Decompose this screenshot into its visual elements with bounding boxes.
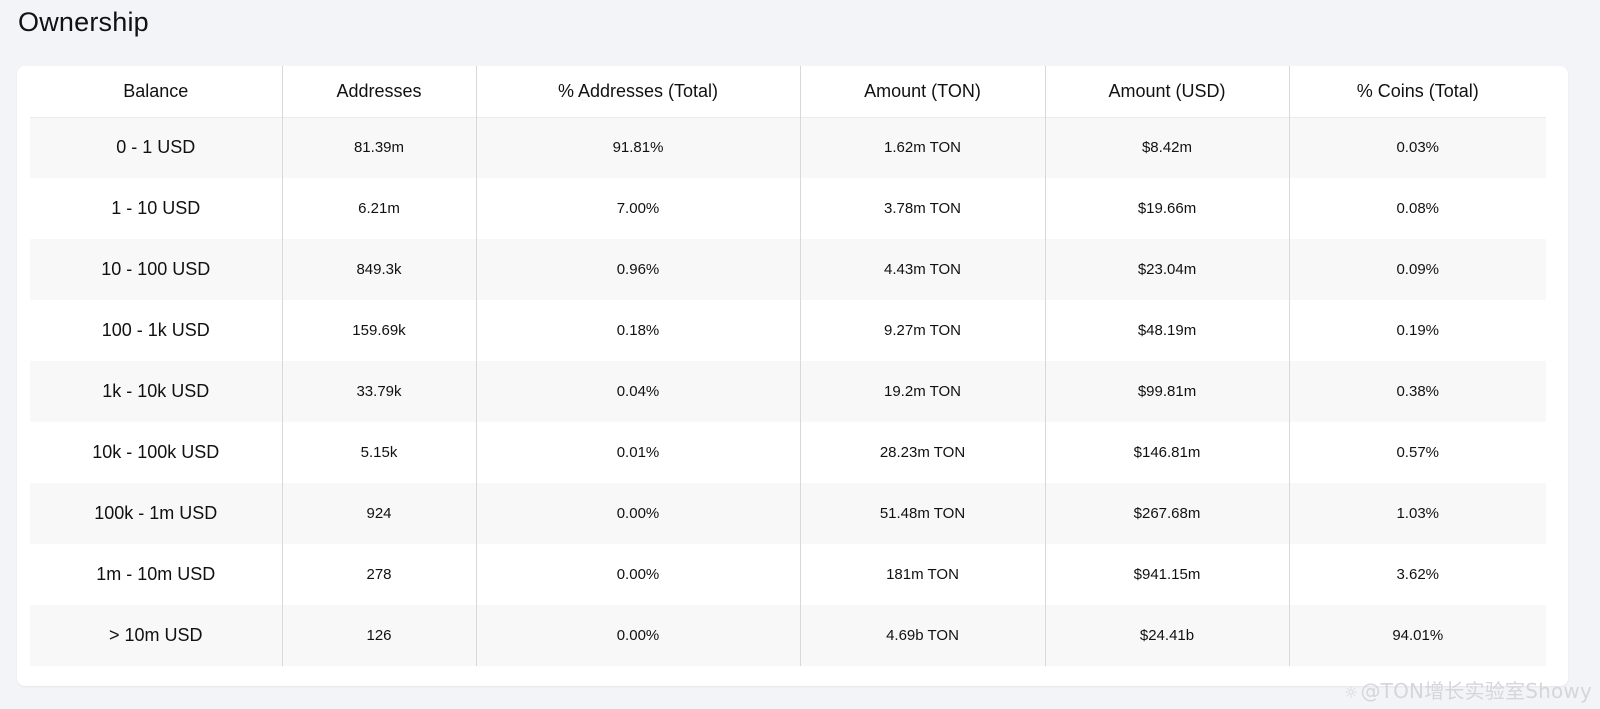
ownership-table-card: Balance Addresses % Addresses (Total) Am… <box>17 66 1568 686</box>
column-header-amount-ton[interactable]: Amount (TON) <box>799 66 1045 117</box>
cell-addresses: 924 <box>281 483 476 544</box>
cell-amount-usd: $19.66m <box>1044 178 1289 239</box>
watermark-text: @TON增长实验室Showy <box>1360 679 1592 703</box>
table-row: 100 - 1k USD 159.69k 0.18% 9.27m TON $48.19m… <box>30 300 1546 361</box>
cell-balance: 0 - 1 USD <box>116 137 196 158</box>
cell-pct-addresses: 7.00% <box>475 178 800 239</box>
column-header-balance[interactable]: Balance <box>30 66 282 117</box>
watermark: ☼ @TON增长实验室Showy <box>1344 675 1592 704</box>
page-title: Ownership <box>18 7 149 37</box>
cell-amount-usd: $267.68m <box>1044 483 1289 544</box>
cell-amount-ton: 4.69b TON <box>799 605 1045 666</box>
cell-balance: 10 - 100 USD <box>101 259 211 279</box>
cell-pct-addresses: 0.00% <box>475 483 800 544</box>
cell-pct-addresses: 0.01% <box>475 422 800 483</box>
cell-amount-usd: $146.81m <box>1044 422 1289 483</box>
cell-amount-ton: 19.2m TON <box>799 361 1045 422</box>
cell-pct-coins: 0.03% <box>1288 117 1546 178</box>
cell-amount-ton: 181m TON <box>799 544 1045 605</box>
cell-amount-usd: $24.41b <box>1044 605 1289 666</box>
cell-pct-coins: 3.62% <box>1288 544 1546 605</box>
table-header-row: Balance Addresses % Addresses (Total) Am… <box>30 66 1546 117</box>
cell-pct-coins: 94.01% <box>1288 605 1546 666</box>
cell-balance: 1 - 10 USD <box>111 198 201 218</box>
table-row: 10 - 100 USD 849.3k 0.96% 4.43m TON $23.04m 0… <box>30 239 1546 300</box>
cell-pct-addresses: 0.96% <box>475 239 800 300</box>
cell-balance: > 10m USD <box>108 625 203 645</box>
cell-amount-ton: 3.78m TON <box>799 178 1045 239</box>
cell-pct-addresses: 0.00% <box>475 544 800 605</box>
cell-addresses: 159.69k <box>281 300 476 361</box>
cell-balance: 10k - 100k USD <box>92 442 220 462</box>
table-row: > 10m USD 126 0.00% 4.69b TON $24.41b 94.01% <box>30 605 1546 666</box>
column-header-pct-addresses[interactable]: % Addresses (Total) <box>475 66 800 117</box>
table-row: 1m - 10m USD 278 0.00% 181m TON $941.15m 3.62… <box>30 544 1546 605</box>
cell-addresses: 33.79k <box>281 361 476 422</box>
cell-pct-coins: 0.38% <box>1288 361 1546 422</box>
cell-pct-coins: 0.57% <box>1288 422 1546 483</box>
column-header-amount-usd[interactable]: Amount (USD) <box>1044 66 1289 117</box>
cell-amount-usd: $8.42m <box>1044 117 1289 178</box>
ownership-table: Balance Addresses % Addresses (Total) Am… <box>30 66 1546 666</box>
cell-addresses: 81.39m <box>281 117 476 178</box>
column-header-pct-coins[interactable]: % Coins (Total) <box>1288 66 1546 117</box>
column-header-addresses[interactable]: Addresses <box>281 66 476 117</box>
cell-pct-addresses: 0.00% <box>475 605 800 666</box>
cell-amount-ton: 51.48m TON <box>799 483 1045 544</box>
cell-amount-ton: 4.43m TON <box>799 239 1045 300</box>
weibo-icon: ☼ <box>1343 683 1359 702</box>
cell-amount-ton: 28.23m TON <box>799 422 1045 483</box>
cell-amount-usd: $99.81m <box>1044 361 1289 422</box>
cell-balance: 1k - 10k USD <box>102 381 210 401</box>
cell-pct-coins: 1.03% <box>1288 483 1546 544</box>
cell-pct-addresses: 0.04% <box>475 361 800 422</box>
cell-pct-coins: 0.09% <box>1288 239 1546 300</box>
cell-pct-coins: 0.19% <box>1288 300 1546 361</box>
cell-pct-addresses: 0.18% <box>475 300 800 361</box>
table-row: 1k - 10k USD 33.79k 0.04% 19.2m TON $99.81m 0… <box>30 361 1546 422</box>
table-row: 10k - 100k USD 5.15k 0.01% 28.23m TON $146.8… <box>30 422 1546 483</box>
cell-addresses: 126 <box>281 605 476 666</box>
cell-amount-usd: $23.04m <box>1044 239 1289 300</box>
table-row: 1 - 10 USD 6.21m 7.00% 3.78m TON $19.66m 0.08… <box>30 178 1546 239</box>
cell-pct-coins: 0.08% <box>1288 178 1546 239</box>
cell-addresses: 849.3k <box>281 239 476 300</box>
cell-amount-ton: 9.27m TON <box>799 300 1045 361</box>
cell-amount-ton: 1.62m TON <box>799 117 1045 178</box>
cell-balance: 1m - 10m USD <box>96 564 216 584</box>
cell-amount-usd: $48.19m <box>1044 300 1289 361</box>
cell-pct-addresses: 91.81% <box>475 117 800 178</box>
cell-balance: 100 - 1k USD <box>101 320 210 340</box>
cell-addresses: 5.15k <box>281 422 476 483</box>
table-row: 100k - 1m USD 924 0.00% 51.48m TON $267.68m 1… <box>30 483 1546 544</box>
table-row: 0 - 1 USD 81.39m 91.81% 1.62m TON $8.42m 0.03… <box>30 117 1546 178</box>
cell-addresses: 6.21m <box>281 178 476 239</box>
cell-balance: 100k - 1m USD <box>94 503 218 523</box>
cell-addresses: 278 <box>281 544 476 605</box>
cell-amount-usd: $941.15m <box>1044 544 1289 605</box>
table-body: 0 - 1 USD 81.39m 91.81% 1.62m TON $8.42m 0.03… <box>30 117 1546 666</box>
